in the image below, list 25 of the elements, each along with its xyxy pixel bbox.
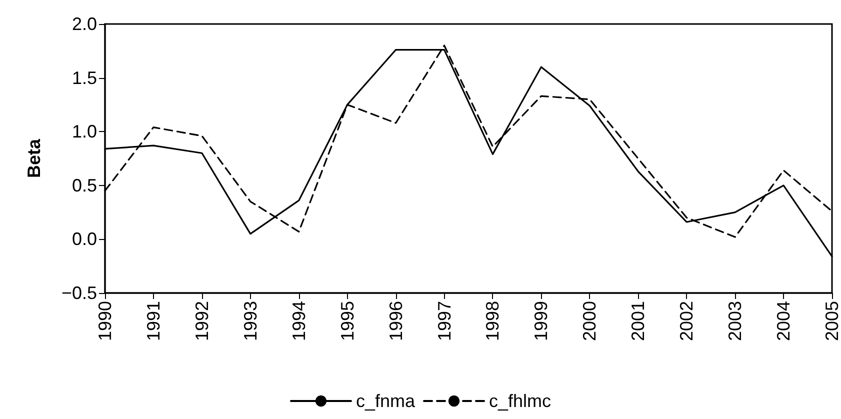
x-tick-label: 1990: [95, 301, 115, 342]
x-tick-label: 2001: [628, 301, 648, 342]
x-tick-label: 1994: [288, 301, 309, 342]
y-tick-label: 1.0: [72, 122, 97, 142]
x-tick-label: 1998: [482, 301, 503, 342]
y-tick-label: 0.5: [72, 175, 97, 196]
x-tick-label: 1996: [386, 301, 406, 342]
legend-label: c_fnma: [356, 391, 416, 411]
x-tick-label: 1992: [192, 301, 212, 342]
y-tick-label: 1.5: [72, 68, 97, 88]
x-tick-label: 1995: [337, 301, 358, 342]
y-axis-title: Beta: [24, 138, 44, 178]
x-tick-label: 2000: [580, 301, 600, 342]
y-tick-label: 0.0: [72, 229, 97, 250]
x-tick-label: 2004: [774, 301, 794, 342]
y-tick-label: 2.0: [72, 14, 97, 34]
legend-label: c_fhlmc: [489, 391, 552, 411]
x-tick-label: 2002: [676, 301, 697, 342]
x-tick-label: 2005: [822, 301, 841, 342]
y-tick-label: −0.5: [61, 283, 97, 303]
x-tick-label: 1991: [143, 301, 164, 342]
x-tick-label: 2003: [725, 301, 746, 342]
x-tick-label: 1997: [434, 301, 454, 342]
x-tick-label: 1993: [240, 301, 260, 342]
x-tick-label: 1999: [531, 301, 552, 342]
